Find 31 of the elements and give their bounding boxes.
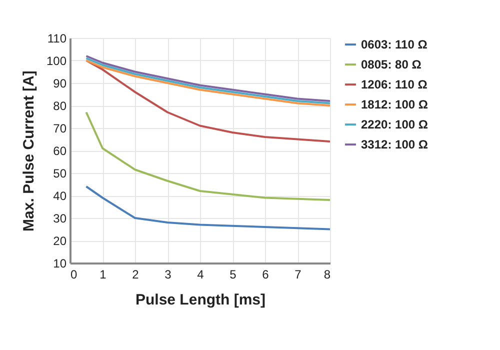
line-series <box>85 111 330 201</box>
y-axis-title: Max. Pulse Current [A] <box>20 70 38 232</box>
y-tick-label: 110 <box>47 32 67 46</box>
y-tick-label: 90 <box>53 76 67 90</box>
y-tick-label: 60 <box>53 144 67 158</box>
x-tick-label: 6 <box>262 268 270 282</box>
x-axis-title: Pulse Length [ms] <box>135 292 266 308</box>
y-tick-label: 100 <box>46 54 67 68</box>
x-tick-label: 2 <box>132 268 140 282</box>
legend-label: 1206: 110 Ω <box>361 78 428 92</box>
x-tick-label: 5 <box>230 268 237 282</box>
y-tick-label: 70 <box>53 122 67 136</box>
x-tick-label: 4 <box>197 268 204 282</box>
y-tick-label: 50 <box>53 166 67 180</box>
legend-label: 1812: 100 Ω <box>361 98 428 112</box>
legend-label: 3312: 100 Ω <box>361 138 428 152</box>
line-series <box>85 60 330 142</box>
legend-label: 0603: 110 Ω <box>361 38 428 52</box>
legend-label: 2220: 100 Ω <box>361 118 428 132</box>
x-tick-label: 1 <box>100 268 107 282</box>
y-tick-label: 20 <box>53 234 67 248</box>
x-tick-label: 8 <box>324 268 331 282</box>
line-series <box>85 186 330 230</box>
y-tick-label: 30 <box>53 212 67 226</box>
x-tick-label: 0 <box>70 268 78 282</box>
x-tick-label: 3 <box>164 268 172 282</box>
x-tick-label: 7 <box>294 268 302 282</box>
y-tick-label: 40 <box>53 189 67 203</box>
y-tick-label: 80 <box>53 99 67 113</box>
y-tick-label: 10 <box>53 256 67 270</box>
legend-label: 0805: 80 Ω <box>361 58 422 72</box>
